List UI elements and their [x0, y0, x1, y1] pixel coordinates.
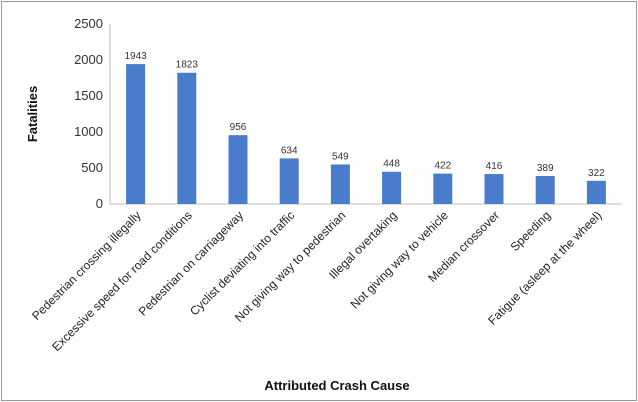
data-label: 389 — [537, 163, 554, 174]
bars — [126, 64, 606, 204]
bar — [126, 64, 146, 204]
bar — [177, 72, 197, 204]
bar — [484, 174, 504, 204]
y-tick-label: 1000 — [74, 124, 103, 139]
y-tick-label: 2500 — [74, 16, 103, 31]
bar — [433, 173, 453, 204]
bar — [279, 158, 299, 204]
bar — [228, 135, 248, 204]
bar — [382, 171, 402, 204]
bar — [330, 164, 350, 204]
data-label: 422 — [434, 161, 451, 172]
x-category-label: Not giving way to vehicle — [348, 208, 452, 312]
data-label: 448 — [383, 159, 400, 170]
x-category-label: Cyclist deviating into traffic — [187, 208, 297, 318]
data-label: 1943 — [124, 51, 147, 62]
bar — [586, 180, 606, 204]
bar — [535, 175, 555, 204]
data-label: 549 — [332, 151, 349, 162]
y-axis-title: Fatalities — [25, 86, 40, 142]
y-tick-label: 0 — [96, 196, 103, 211]
data-label: 416 — [486, 161, 503, 172]
data-label: 1823 — [176, 60, 199, 71]
data-labels: 1943 1823 956 634 549 448 422 416 389 322 — [124, 51, 605, 179]
y-tick-labels: 0 500 1000 1500 2000 2500 — [74, 16, 103, 211]
x-category-label: Speeding — [508, 208, 554, 254]
y-tick-label: 2000 — [74, 52, 103, 67]
data-label: 956 — [230, 122, 247, 133]
data-label: 322 — [588, 168, 605, 179]
y-tick-label: 1500 — [74, 88, 103, 103]
y-tick-label: 500 — [81, 160, 103, 175]
x-axis-title: Attributed Crash Cause — [264, 378, 409, 393]
x-category-label: Pedestrian on carriageway — [136, 208, 246, 318]
data-label: 634 — [281, 145, 298, 156]
